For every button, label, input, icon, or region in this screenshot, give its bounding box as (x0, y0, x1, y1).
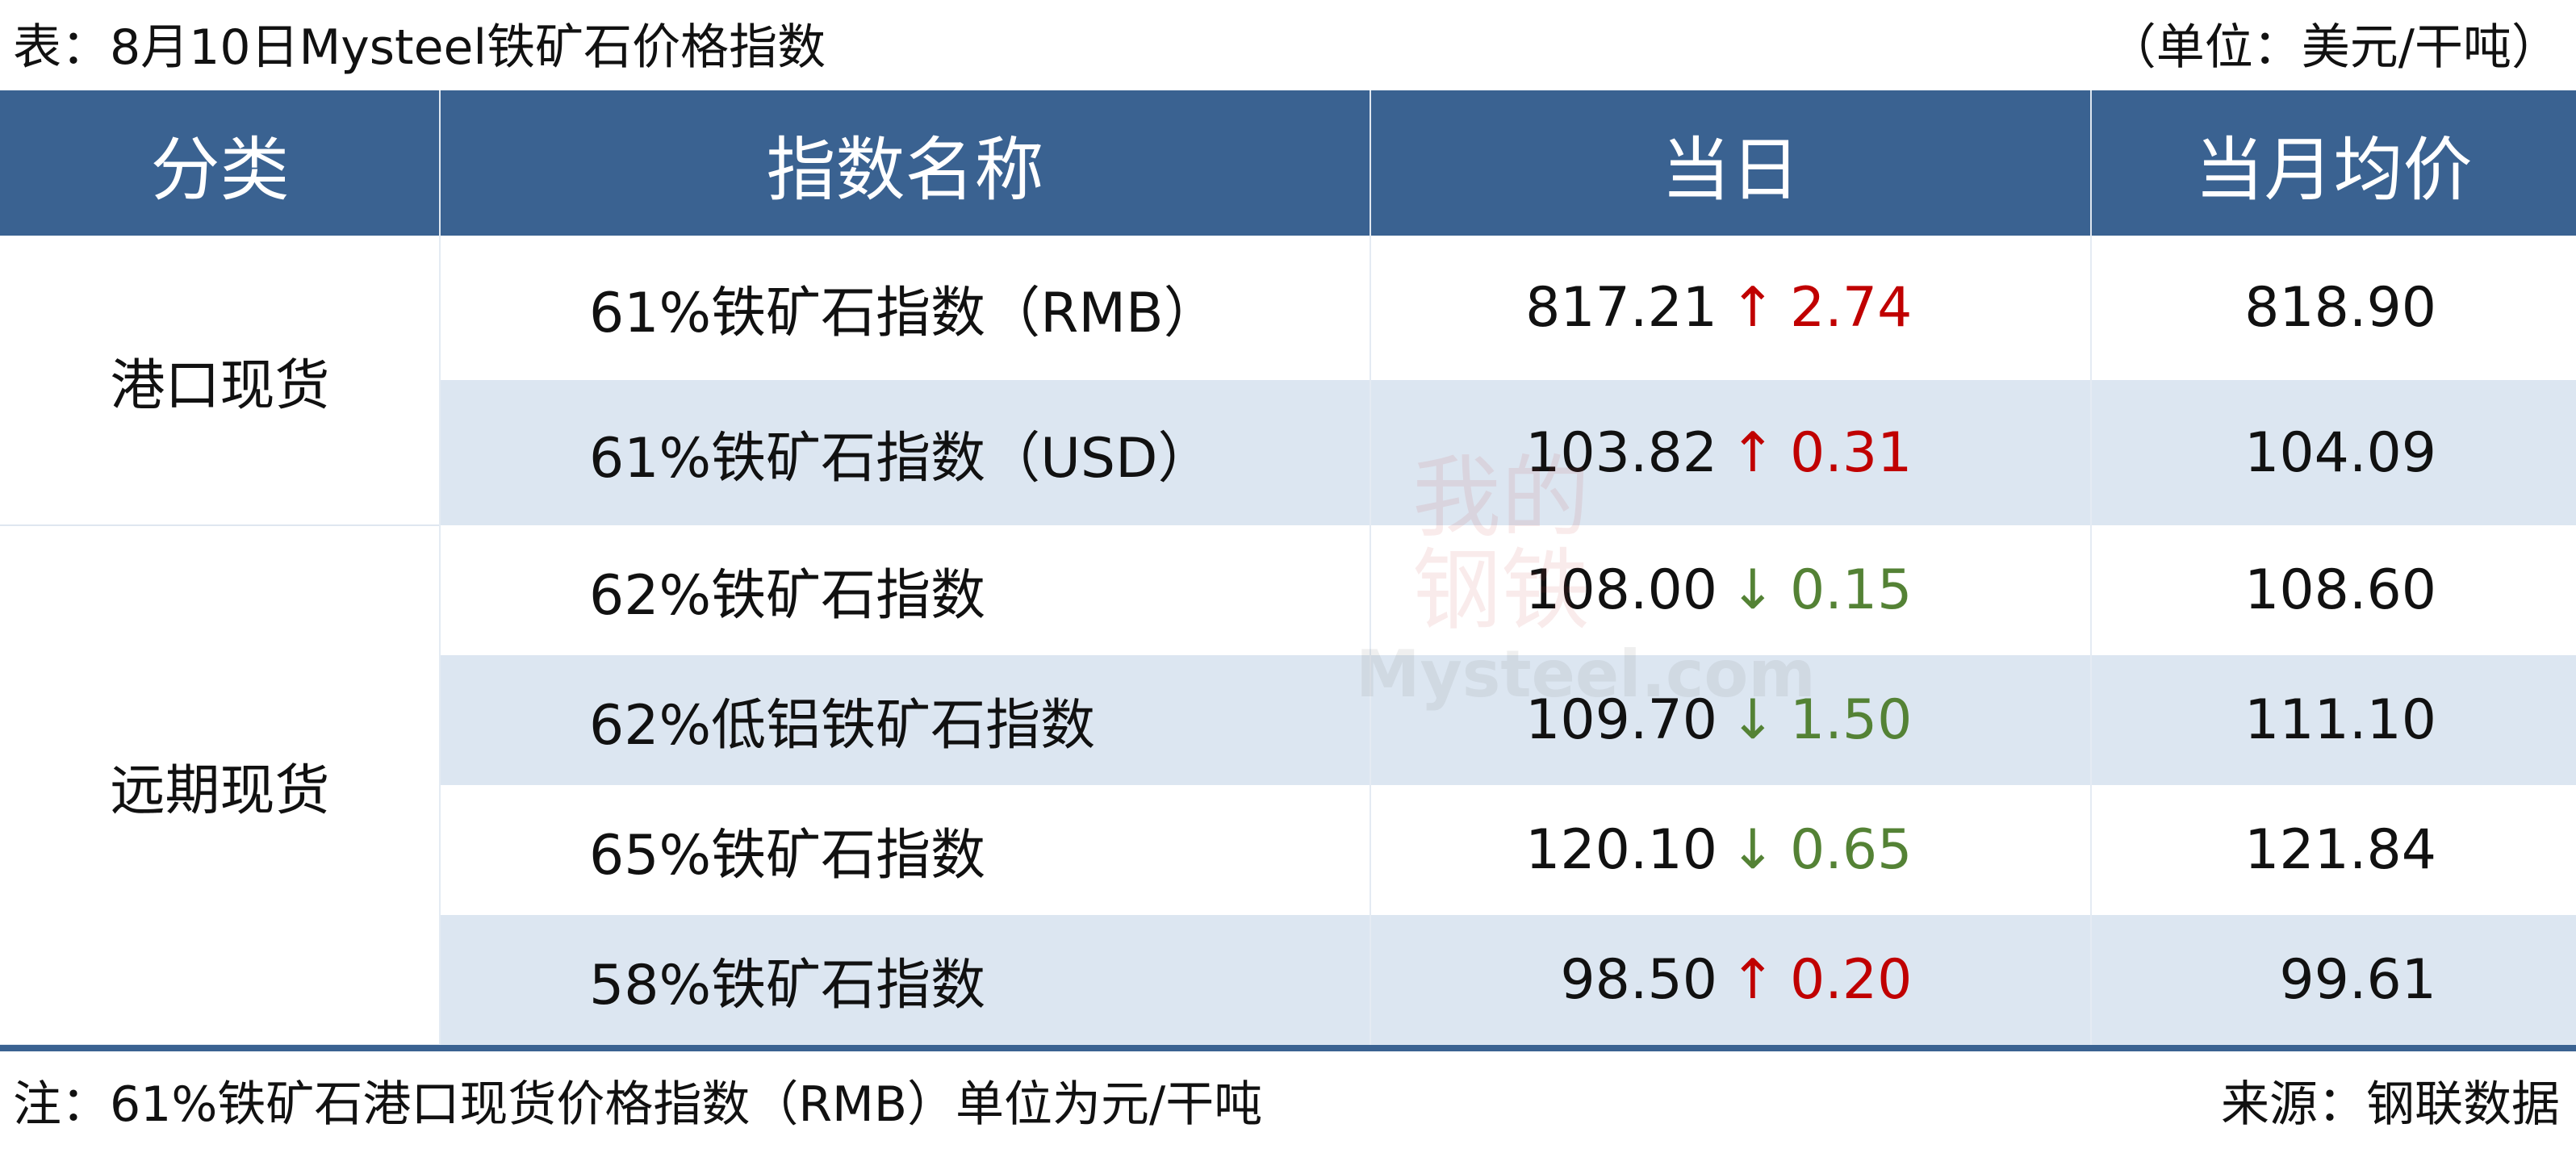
source: 来源：钢联数据 (2221, 1076, 2560, 1133)
row-value: 98.50 (1560, 948, 1717, 1012)
row-average: 818.90 (2244, 276, 2436, 340)
header-divider (439, 90, 441, 236)
header-cell: 当日 (1661, 129, 1800, 211)
row-change: 2.74 (1790, 276, 1913, 340)
row-average: 108.60 (2244, 558, 2436, 622)
row-name: 61%铁矿石指数（USD） (589, 426, 1213, 491)
row-arrow: ↓ (1729, 558, 1776, 622)
row-average: 111.10 (2244, 688, 2436, 752)
row-bg (440, 236, 2576, 380)
row-change: 0.20 (1790, 948, 1913, 1012)
row-value: 817.21 (1525, 276, 1717, 340)
row-value: 120.10 (1525, 818, 1717, 882)
header-cell: 分类 (150, 129, 290, 211)
bottom-rule (0, 1045, 2576, 1051)
unit: （单位：美元/干吨） (2107, 19, 2560, 76)
header-divider (2090, 90, 2092, 236)
header-band (0, 90, 2576, 236)
row-name: 62%铁矿石指数 (589, 564, 986, 628)
watermark-site: Mysteel.com (1356, 636, 1816, 712)
row-arrow: ↑ (1729, 420, 1776, 485)
column-divider (1370, 236, 1371, 1045)
group-divider (0, 524, 440, 526)
row-name: 61%铁矿石指数（RMB） (589, 282, 1219, 345)
row-name: 65%铁矿石指数 (589, 824, 986, 888)
row-average: 99.61 (2279, 948, 2436, 1012)
header-cell: 当月均价 (2194, 129, 2473, 211)
group-cell: 港口现货 (110, 354, 330, 418)
note: 注：61%铁矿石港口现货价格指数（RMB）单位为元/干吨 (13, 1076, 1263, 1133)
row-bg (440, 655, 2576, 785)
row-name: 62%低铝铁矿石指数 (589, 694, 1096, 758)
watermark-logo: 我的钢铁 (1412, 446, 1590, 642)
row-change: 1.50 (1790, 688, 1913, 752)
row-average: 121.84 (2244, 818, 2436, 882)
header-divider (1370, 90, 1371, 236)
row-change: 0.15 (1790, 558, 1913, 622)
row-arrow: ↓ (1729, 688, 1776, 752)
row-arrow: ↑ (1729, 276, 1776, 340)
group-cell: 远期现货 (110, 758, 330, 823)
row-bg (440, 525, 2576, 655)
column-divider (439, 236, 441, 1045)
row-bg (440, 380, 2576, 525)
header-cell: 指数名称 (766, 129, 1044, 211)
row-arrow: ↓ (1729, 818, 1776, 882)
row-bg (440, 915, 2576, 1045)
row-value: 103.82 (1525, 420, 1717, 485)
row-value: 108.00 (1525, 558, 1717, 622)
title: 表：8月10日Mysteel铁矿石价格指数 (13, 19, 826, 76)
row-value: 109.70 (1525, 688, 1717, 752)
row-name: 58%铁矿石指数 (589, 954, 986, 1017)
row-arrow: ↑ (1729, 948, 1776, 1012)
row-bg (440, 785, 2576, 915)
row-change: 0.31 (1790, 420, 1913, 485)
row-change: 0.65 (1790, 818, 1913, 882)
column-divider (2090, 236, 2092, 1045)
row-average: 104.09 (2244, 420, 2436, 485)
